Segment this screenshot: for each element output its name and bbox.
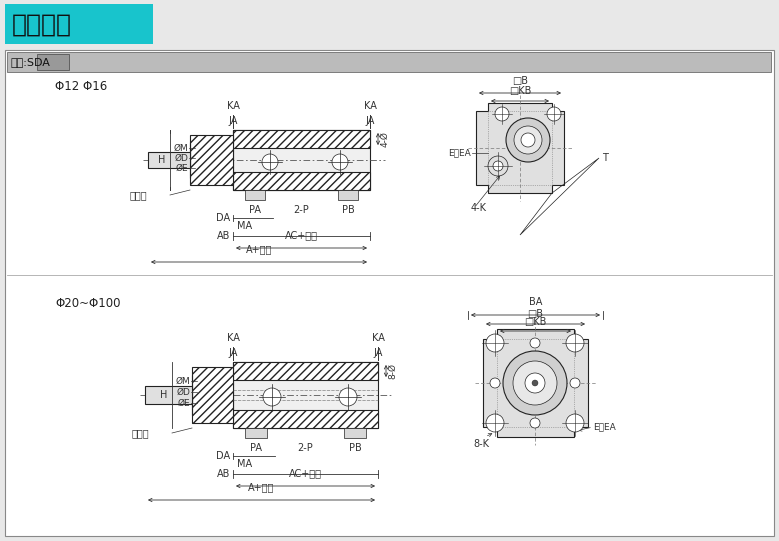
- Text: ØD: ØD: [174, 154, 188, 162]
- Text: 2-P: 2-P: [294, 205, 309, 215]
- Text: □KB: □KB: [523, 317, 546, 327]
- Text: E深EA: E深EA: [593, 423, 615, 432]
- Text: AB: AB: [217, 231, 230, 241]
- Text: ØE: ØE: [175, 163, 188, 173]
- Bar: [233, 362, 378, 428]
- Circle shape: [503, 351, 567, 415]
- Text: E深EA: E深EA: [448, 148, 471, 157]
- Text: KA: KA: [227, 101, 239, 111]
- Bar: [233, 130, 370, 148]
- Circle shape: [521, 133, 535, 147]
- Text: H: H: [160, 390, 167, 400]
- Circle shape: [514, 126, 542, 154]
- Circle shape: [566, 414, 584, 432]
- Circle shape: [339, 388, 357, 406]
- Text: ØE: ØE: [178, 399, 190, 407]
- Bar: [245, 190, 265, 200]
- Circle shape: [530, 418, 540, 428]
- Bar: [338, 190, 358, 200]
- Circle shape: [263, 388, 281, 406]
- Bar: [5, 4, 153, 44]
- Text: Φ20~Φ100: Φ20~Φ100: [55, 297, 121, 310]
- Circle shape: [532, 380, 538, 386]
- Circle shape: [570, 378, 580, 388]
- Text: DA: DA: [216, 451, 230, 461]
- Text: T: T: [602, 153, 608, 163]
- Circle shape: [490, 378, 500, 388]
- Text: 8-K: 8-K: [473, 439, 489, 449]
- Circle shape: [332, 154, 348, 170]
- Text: MA: MA: [237, 459, 252, 469]
- Polygon shape: [476, 103, 564, 193]
- Text: DA: DA: [216, 213, 230, 223]
- Circle shape: [486, 334, 504, 352]
- Bar: [344, 428, 366, 438]
- Bar: [233, 130, 370, 190]
- Bar: [148, 152, 190, 168]
- Circle shape: [547, 107, 561, 121]
- Polygon shape: [483, 329, 588, 437]
- Text: □B: □B: [512, 76, 528, 86]
- Text: 4-Ø: 4-Ø: [380, 131, 389, 147]
- Text: KA: KA: [364, 101, 376, 111]
- Text: JA: JA: [228, 116, 238, 126]
- Text: 二面幅: 二面幅: [132, 428, 150, 438]
- Text: 4-K: 4-K: [471, 203, 487, 213]
- Text: ØM: ØM: [173, 143, 188, 153]
- Circle shape: [488, 156, 508, 176]
- Text: AC+行程: AC+行程: [285, 230, 318, 240]
- Bar: [497, 339, 574, 427]
- Circle shape: [513, 361, 557, 405]
- Bar: [192, 367, 233, 423]
- Text: BA: BA: [529, 297, 542, 307]
- Circle shape: [530, 338, 540, 348]
- Bar: [145, 386, 192, 404]
- Text: JA: JA: [228, 348, 238, 358]
- Text: 外部尺寸: 外部尺寸: [12, 13, 72, 37]
- Bar: [233, 410, 378, 428]
- Text: JA: JA: [365, 116, 375, 126]
- Text: AB: AB: [217, 469, 230, 479]
- Text: MA: MA: [237, 221, 252, 231]
- Bar: [7, 52, 771, 72]
- Circle shape: [566, 334, 584, 352]
- Bar: [190, 135, 233, 185]
- Text: PA: PA: [250, 443, 262, 453]
- Bar: [245, 428, 267, 438]
- Text: 二面幅: 二面幅: [130, 190, 148, 200]
- Circle shape: [495, 107, 509, 121]
- Text: H: H: [157, 155, 165, 165]
- Text: 型號:SDA: 型號:SDA: [10, 57, 50, 67]
- Text: AC+行程: AC+行程: [289, 468, 322, 478]
- Text: JA: JA: [373, 348, 382, 358]
- Text: PB: PB: [342, 205, 354, 215]
- Text: PB: PB: [349, 443, 361, 453]
- Text: KA: KA: [372, 333, 385, 343]
- Bar: [233, 362, 378, 380]
- Text: PA: PA: [249, 205, 261, 215]
- Circle shape: [486, 414, 504, 432]
- Text: ØM: ØM: [175, 377, 190, 386]
- Circle shape: [493, 161, 503, 171]
- Circle shape: [506, 118, 550, 162]
- Text: □KB: □KB: [509, 86, 531, 96]
- Text: 2-P: 2-P: [298, 443, 313, 453]
- Bar: [233, 172, 370, 190]
- Text: Φ12 Φ16: Φ12 Φ16: [55, 80, 108, 93]
- Text: 8-Ø: 8-Ø: [388, 363, 397, 379]
- Circle shape: [262, 154, 278, 170]
- Text: ØD: ØD: [176, 387, 190, 397]
- Bar: [488, 111, 552, 185]
- Text: A+行程: A+行程: [249, 482, 275, 492]
- Text: A+行程: A+行程: [246, 244, 272, 254]
- Text: □B: □B: [527, 309, 543, 319]
- Bar: [5, 50, 774, 536]
- Bar: [37, 54, 69, 70]
- Circle shape: [525, 373, 545, 393]
- Text: KA: KA: [227, 333, 239, 343]
